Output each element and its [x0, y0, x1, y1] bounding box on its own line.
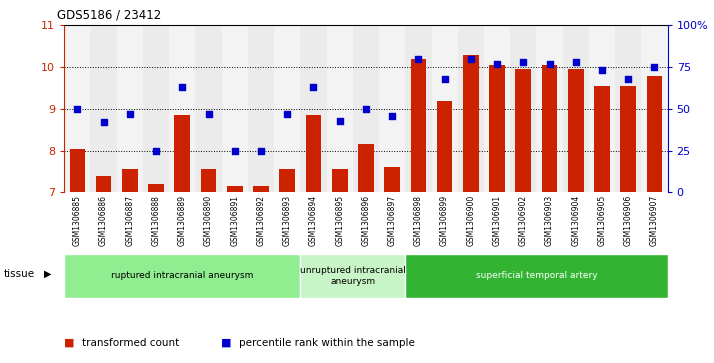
Point [465, 56, 476, 62]
Bar [221, 25, 248, 192]
Bar [620, 86, 636, 192]
Bar [458, 25, 484, 192]
Bar [149, 184, 164, 192]
Bar [248, 25, 274, 192]
Bar [542, 65, 558, 192]
Bar [201, 170, 216, 192]
Point [361, 106, 372, 112]
Bar [406, 25, 431, 192]
Point [413, 56, 424, 62]
Point [570, 59, 581, 65]
Text: unruptured intracranial
aneurysm: unruptured intracranial aneurysm [300, 266, 406, 286]
Bar [301, 25, 326, 192]
Point [256, 148, 267, 154]
Bar [64, 25, 91, 192]
Bar [379, 25, 406, 192]
Bar [143, 25, 169, 192]
Point [518, 59, 529, 65]
Bar [306, 115, 321, 192]
Bar [437, 101, 453, 192]
Bar [615, 25, 641, 192]
Text: ■: ■ [221, 338, 232, 348]
Point [151, 148, 162, 154]
Bar [169, 25, 196, 192]
Bar [384, 167, 400, 192]
Point [308, 84, 319, 90]
Point [439, 76, 451, 82]
Bar [64, 254, 301, 298]
Bar [122, 170, 138, 192]
Bar [253, 186, 269, 192]
Bar [594, 86, 610, 192]
Point [491, 61, 503, 67]
Bar [563, 25, 589, 192]
Bar [91, 25, 116, 192]
Point [623, 76, 634, 82]
Point [229, 148, 241, 154]
Point [596, 68, 608, 73]
Text: ■: ■ [64, 338, 75, 348]
Point [649, 64, 660, 70]
Text: percentile rank within the sample: percentile rank within the sample [239, 338, 415, 348]
Point [98, 119, 109, 125]
Bar [516, 69, 531, 192]
Bar [96, 176, 111, 192]
Text: ruptured intracranial aneurysm: ruptured intracranial aneurysm [111, 272, 253, 280]
Bar [358, 144, 374, 192]
Text: ▶: ▶ [44, 269, 52, 279]
Bar [406, 254, 668, 298]
Point [281, 111, 293, 117]
Point [334, 118, 346, 123]
Bar [463, 54, 478, 192]
Bar [274, 25, 301, 192]
Bar [279, 170, 295, 192]
Bar [116, 25, 143, 192]
Point [203, 111, 214, 117]
Bar [431, 25, 458, 192]
Bar [196, 25, 221, 192]
Bar [536, 25, 563, 192]
Bar [301, 254, 406, 298]
Bar [647, 76, 663, 192]
Bar [484, 25, 511, 192]
Text: transformed count: transformed count [82, 338, 179, 348]
Bar [69, 148, 85, 192]
Bar [489, 65, 505, 192]
Text: tissue: tissue [4, 269, 35, 279]
Bar [174, 115, 190, 192]
Bar [353, 25, 379, 192]
Bar [511, 25, 536, 192]
Bar [568, 69, 583, 192]
Point [124, 111, 136, 117]
Bar [326, 25, 353, 192]
Bar [411, 59, 426, 192]
Text: GDS5186 / 23412: GDS5186 / 23412 [57, 9, 161, 22]
Text: superficial temporal artery: superficial temporal artery [476, 272, 597, 280]
Point [386, 113, 398, 118]
Point [71, 106, 83, 112]
Bar [227, 186, 243, 192]
Bar [641, 25, 668, 192]
Bar [332, 170, 348, 192]
Point [544, 61, 555, 67]
Point [176, 84, 188, 90]
Bar [589, 25, 615, 192]
